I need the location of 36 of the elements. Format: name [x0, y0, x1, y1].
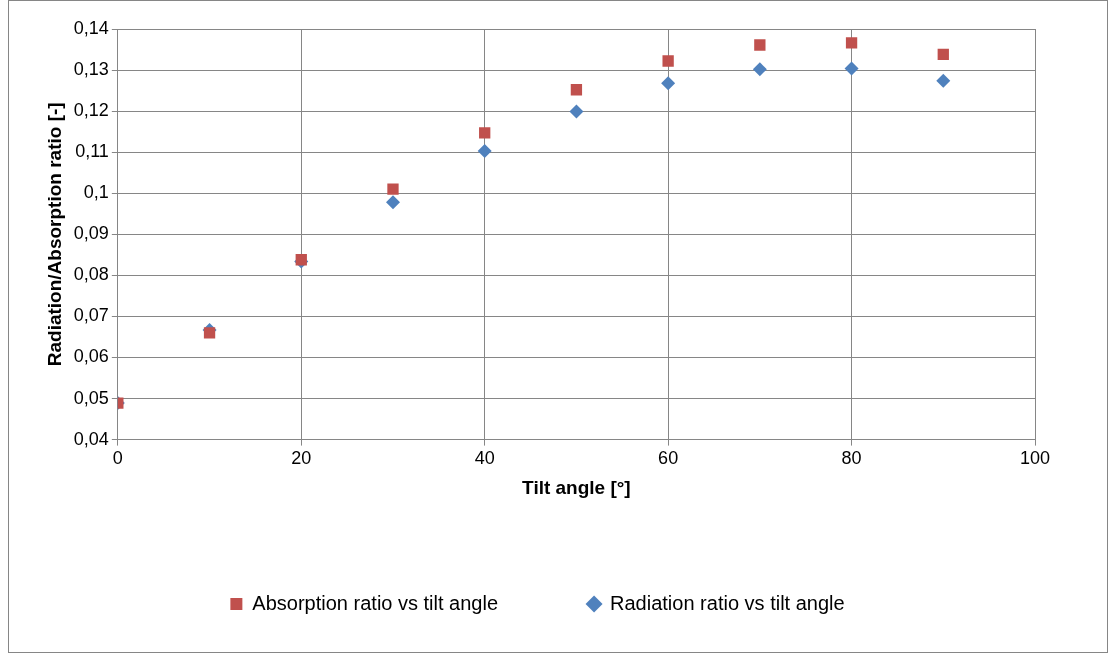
- x-tick-label: 80: [841, 448, 862, 469]
- x-tick-label: 100: [1019, 448, 1051, 469]
- y-tick-label: 0,11: [75, 141, 109, 162]
- point: [845, 37, 858, 49]
- x-tick-label: 60: [658, 448, 679, 469]
- y-tick-label: 0,04: [73, 428, 109, 449]
- point: [754, 39, 766, 51]
- point: [661, 76, 676, 91]
- x-tick-label: 20: [291, 448, 312, 469]
- point: [477, 143, 492, 158]
- point: [479, 127, 491, 139]
- y-tick-label: 0,08: [73, 264, 109, 285]
- point: [385, 195, 400, 210]
- point: [570, 84, 583, 96]
- y-tick-label: 0,09: [73, 223, 109, 244]
- point: [387, 183, 399, 195]
- y-tick-label: 0,13: [73, 59, 109, 80]
- legend-label: Radiation ratio vs tilt angle: [610, 591, 845, 614]
- y-tick-label: 0,05: [73, 387, 109, 408]
- y-tick-label: 0,07: [73, 305, 109, 326]
- y-tick-label: 0,06: [73, 346, 109, 367]
- y-tick-label: 0,12: [73, 100, 109, 121]
- y-tick-label: 0,1: [83, 182, 109, 203]
- point: [569, 104, 584, 119]
- point: [203, 327, 216, 339]
- y-axis-title: Radiation/Absorption ratio [-]: [43, 102, 65, 367]
- y-tick-label: 0,14: [73, 17, 109, 38]
- x-tick-label: 40: [474, 448, 495, 469]
- x-tick-label: 0: [112, 448, 123, 469]
- point: [662, 55, 674, 67]
- x-axis-title: Tilt angle [°]: [522, 476, 631, 498]
- point: [844, 61, 859, 76]
- point: [937, 48, 949, 61]
- point: [936, 73, 951, 88]
- legend-label: Absorption ratio vs tilt angle: [252, 591, 499, 614]
- point: [752, 62, 767, 77]
